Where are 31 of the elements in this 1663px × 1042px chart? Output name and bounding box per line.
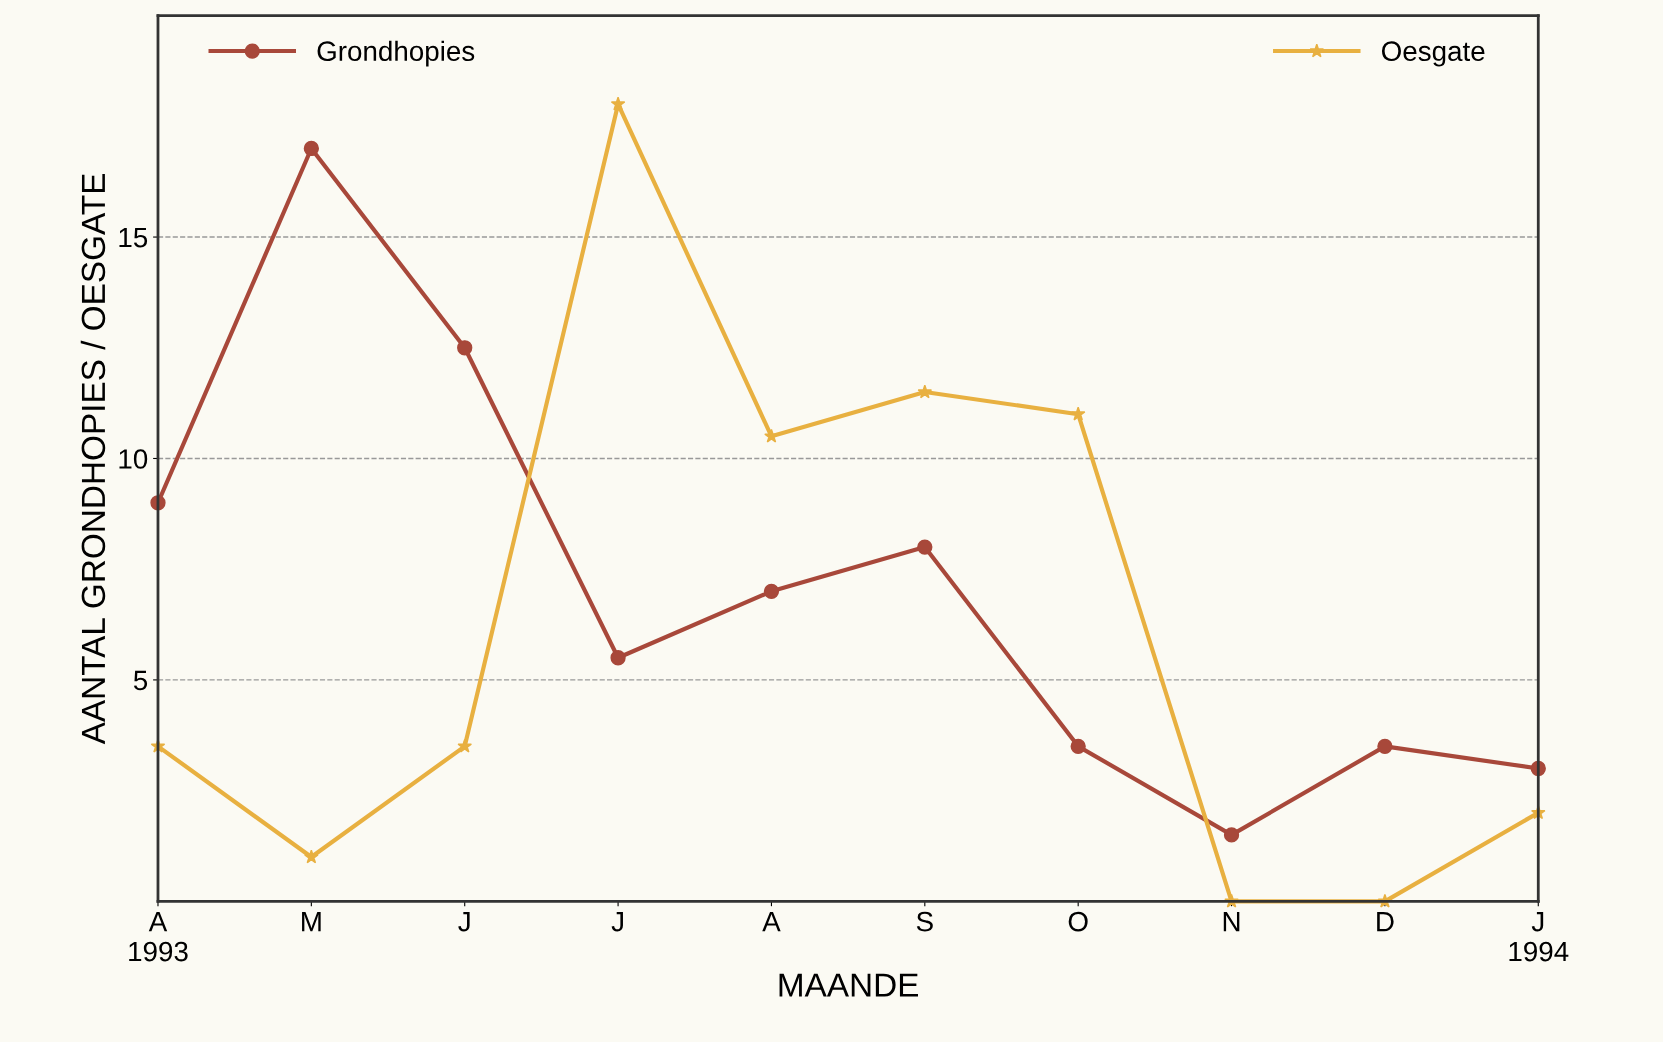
y-axis-title: AANTAL GRONDHOPIES / OESGATE — [80, 174, 106, 745]
point — [457, 340, 473, 356]
point — [457, 738, 473, 753]
point — [917, 539, 933, 555]
y-tick-label: 15 — [119, 228, 148, 248]
x-tick-label: J — [458, 912, 470, 932]
legend-label: Oesgate — [1381, 41, 1485, 67]
point — [1070, 738, 1086, 754]
point — [610, 650, 626, 666]
point — [917, 384, 933, 399]
y-tick-label: 5 — [133, 670, 148, 691]
x-tick-label: D — [1377, 912, 1394, 932]
point — [1070, 406, 1086, 421]
legend-label: Grondhopies — [317, 40, 475, 67]
y-tick-label: 10 — [119, 449, 148, 469]
x-axis-title: MAANDE — [779, 973, 918, 997]
x-tick-label: N — [1223, 912, 1240, 932]
point — [764, 428, 779, 443]
x-tick-label: O — [1068, 911, 1088, 932]
x-tick-label: M — [302, 912, 321, 932]
point — [763, 583, 780, 599]
point — [610, 96, 626, 111]
point — [1377, 738, 1393, 754]
x-tick-label: S — [916, 911, 933, 932]
point — [304, 849, 319, 864]
point — [1223, 827, 1240, 843]
point — [303, 140, 319, 157]
x-tick-label: J 1994 — [1509, 912, 1569, 962]
x-tick-label: A — [762, 912, 781, 932]
x-tick-label: J — [611, 912, 623, 932]
x-tick-label: A 1993 — [129, 912, 188, 962]
